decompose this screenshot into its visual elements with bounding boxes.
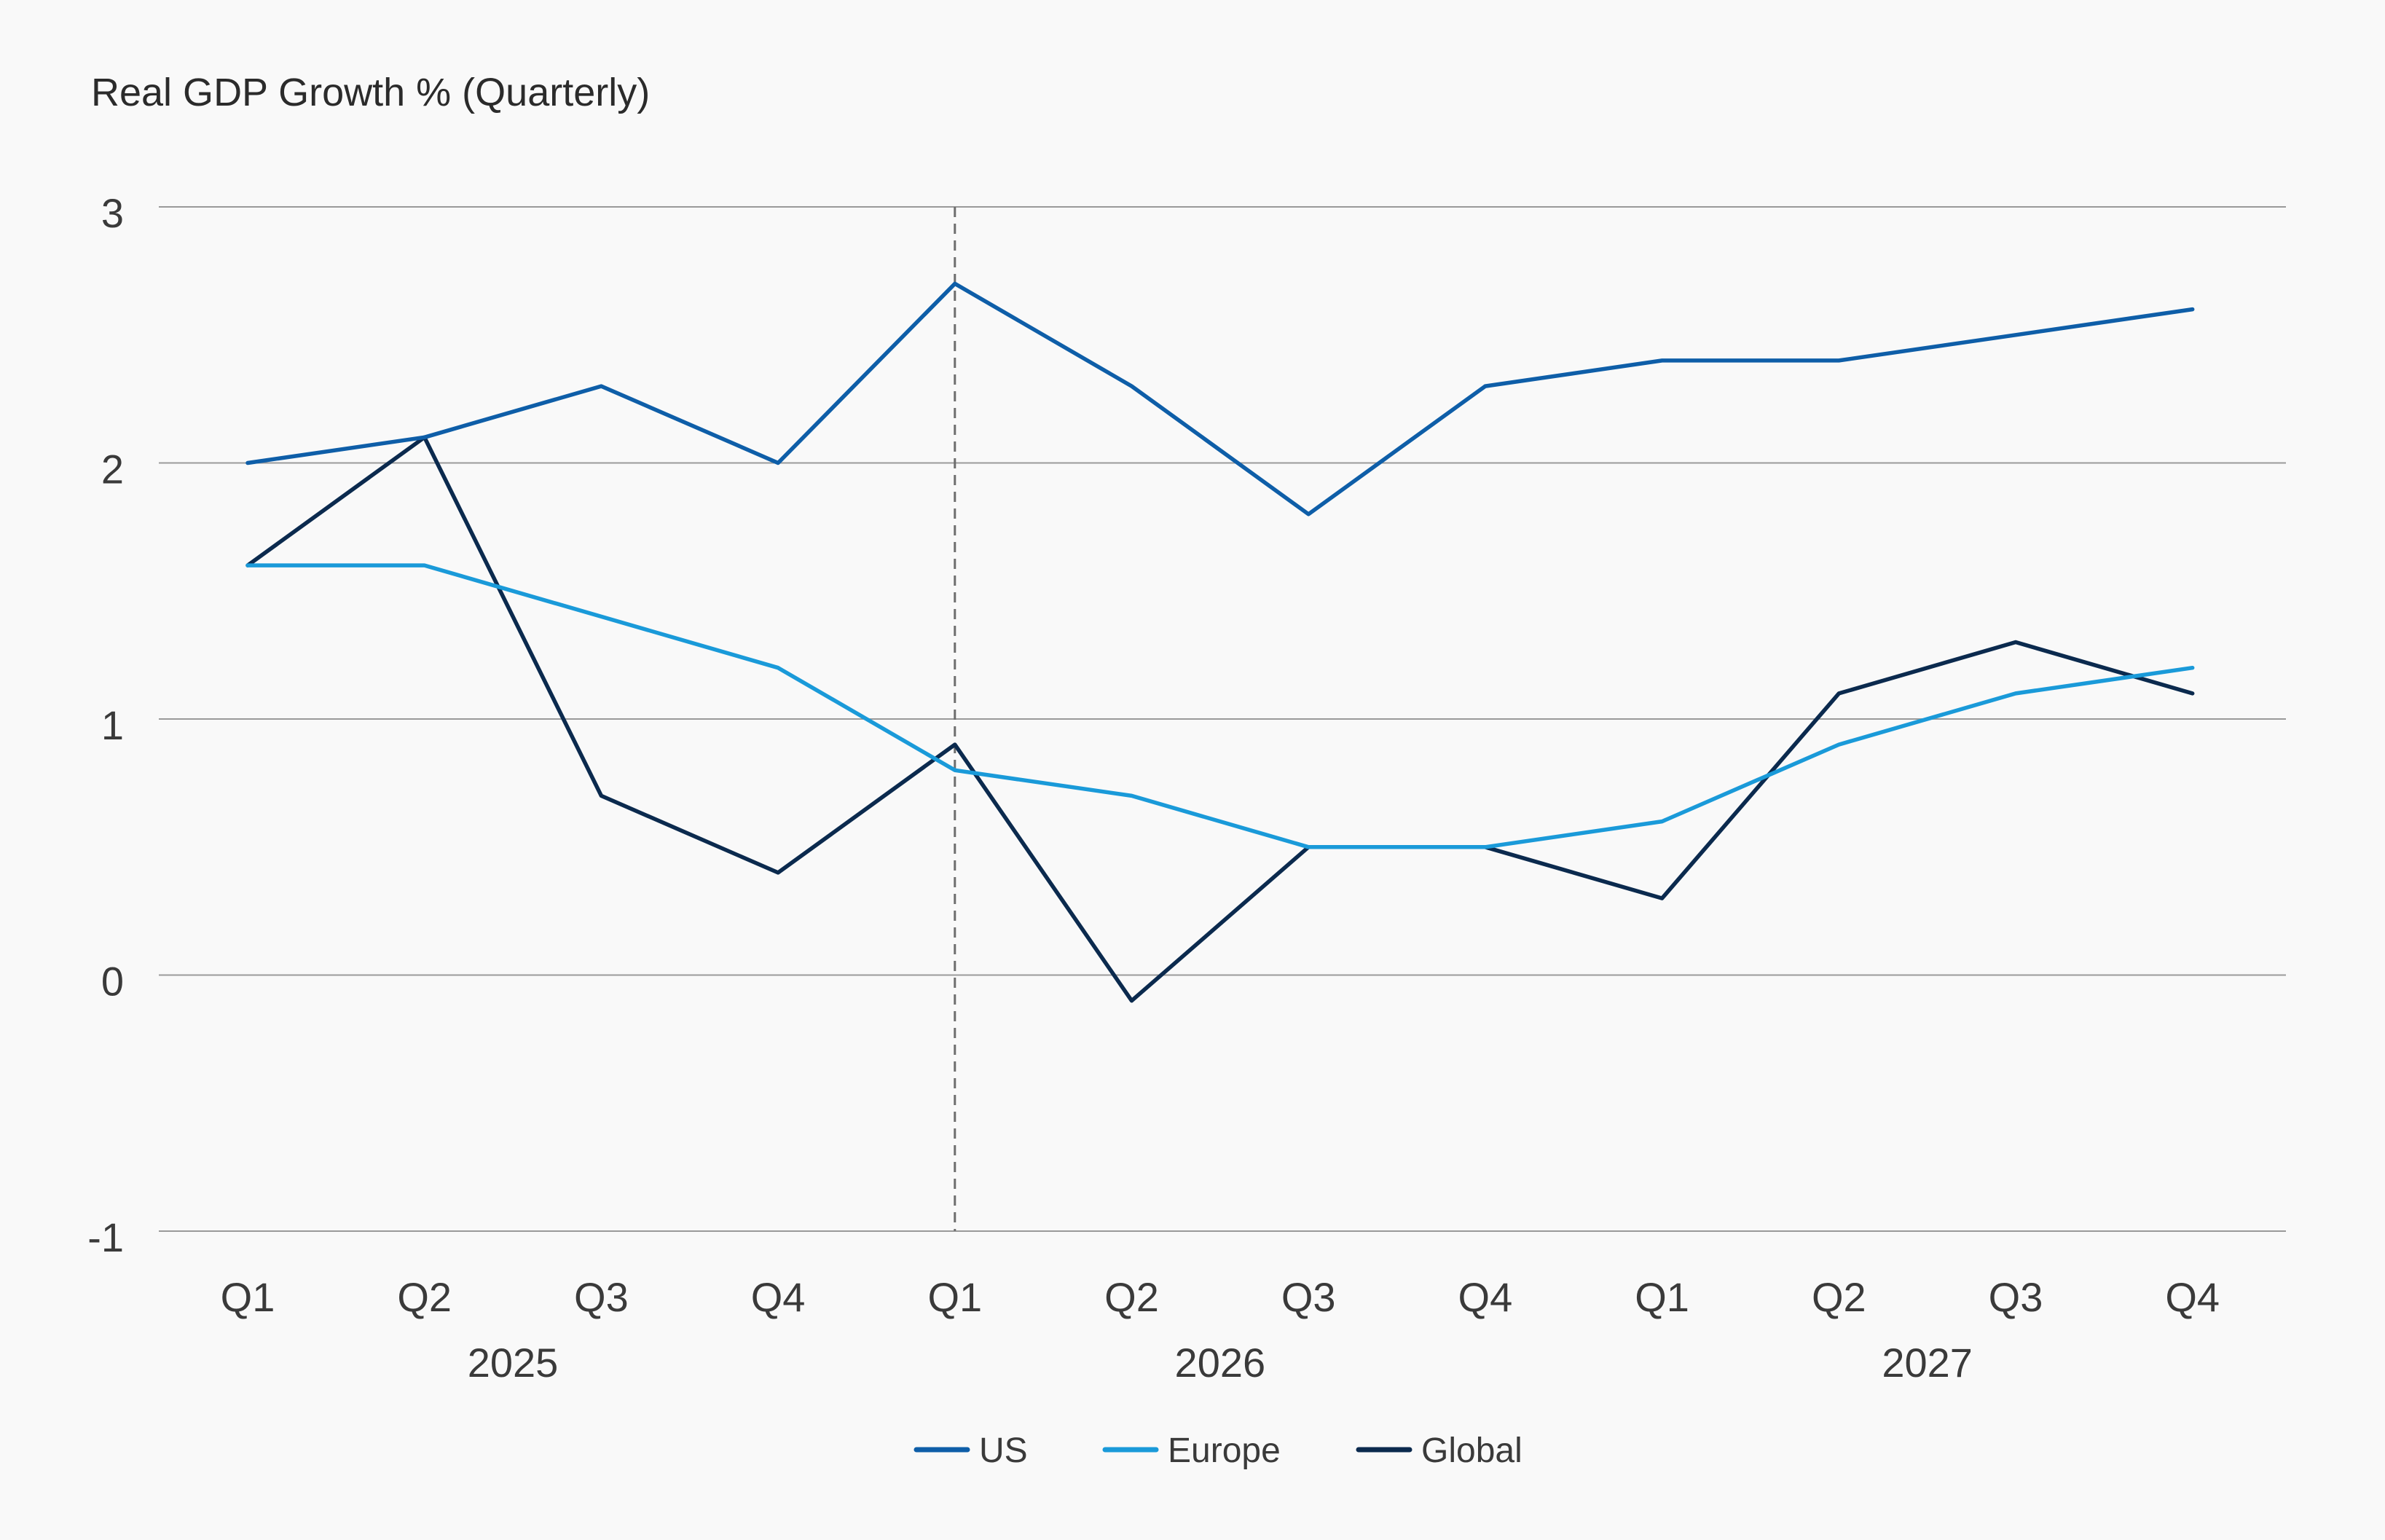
- legend-label-us: US: [979, 1431, 1028, 1470]
- year-labels: 2025 2026 2027: [468, 1340, 1973, 1386]
- series-line-global: [245, 435, 2195, 1003]
- series-lines: [245, 281, 2195, 1003]
- x-tick-label: Q3: [1989, 1274, 2043, 1320]
- legend-label-global: Global: [1421, 1431, 1522, 1470]
- x-tick-label: Q2: [1812, 1274, 1866, 1320]
- x-tick-label: Q2: [397, 1274, 452, 1320]
- legend: US Europe Global: [913, 1431, 1522, 1470]
- x-tick-label: Q1: [927, 1274, 982, 1320]
- series-line-europe: [245, 563, 2195, 849]
- legend-label-europe: Europe: [1168, 1431, 1281, 1470]
- x-tick-label: Q3: [574, 1274, 629, 1320]
- year-label: 2027: [1882, 1340, 1973, 1386]
- grid-lines: [159, 206, 2286, 1232]
- x-tick-label: Q1: [1635, 1274, 1689, 1320]
- y-tick-labels: 3 2 1 0 -1: [87, 190, 124, 1260]
- year-label: 2026: [1175, 1340, 1266, 1386]
- y-tick-label: -1: [87, 1214, 124, 1260]
- y-tick-label: 2: [101, 447, 124, 492]
- y-axis-title: Real GDP Growth % (Quarterly): [91, 71, 650, 114]
- x-tick-label: Q4: [751, 1274, 806, 1320]
- x-tick-labels: Q1 Q2 Q3 Q4 Q1 Q2 Q3 Q4 Q1 Q2 Q3 Q4: [221, 1274, 2220, 1320]
- year-label: 2025: [468, 1340, 559, 1386]
- x-tick-label: Q4: [2165, 1274, 2220, 1320]
- y-tick-label: 3: [101, 190, 124, 236]
- x-tick-label: Q3: [1281, 1274, 1336, 1320]
- y-tick-label: 0: [101, 959, 124, 1005]
- x-tick-label: Q2: [1104, 1274, 1159, 1320]
- x-tick-label: Q4: [1458, 1274, 1513, 1320]
- series-line-us: [245, 281, 2195, 516]
- x-tick-label: Q1: [221, 1274, 275, 1320]
- y-tick-label: 1: [101, 702, 124, 748]
